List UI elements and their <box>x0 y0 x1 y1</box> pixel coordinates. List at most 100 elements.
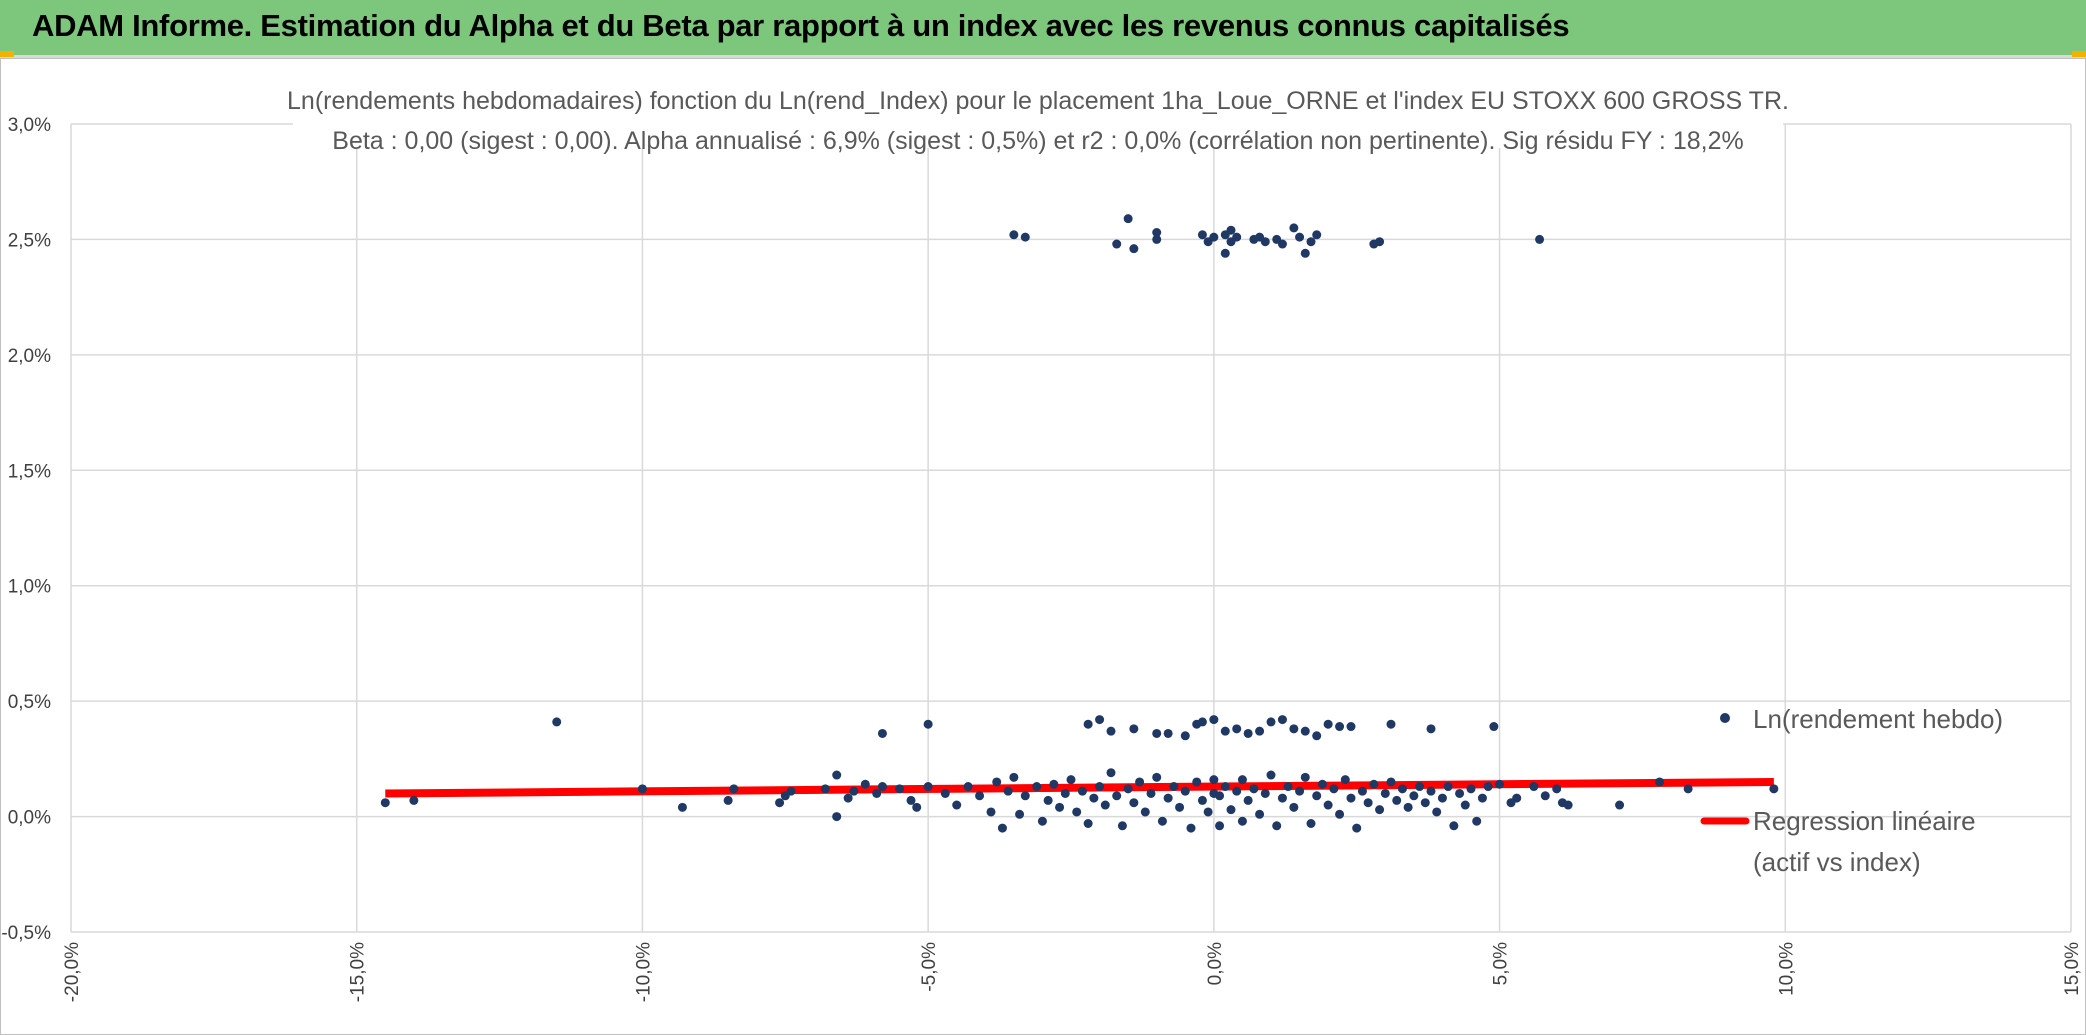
data-point <box>832 812 842 822</box>
data-point <box>1015 809 1025 819</box>
data-point <box>1266 770 1276 780</box>
data-point <box>1066 775 1076 785</box>
data-point <box>963 782 973 792</box>
data-point <box>1363 798 1373 808</box>
data-point <box>1232 724 1242 734</box>
scatter-points <box>380 214 1779 833</box>
data-point <box>895 784 905 794</box>
data-point <box>1123 214 1133 224</box>
data-point <box>1323 719 1333 729</box>
data-point <box>1300 248 1310 258</box>
data-point <box>1283 782 1293 792</box>
data-point <box>1232 232 1242 242</box>
data-point <box>1209 715 1219 725</box>
data-point <box>1277 239 1287 249</box>
y-tick-label: 1,5% <box>8 461 51 482</box>
chart-area: -0,5% 0,0% 0,5% 1,0% 1,5% 2,0% 2,5% 3,0% -20,0%… <box>0 58 2086 1035</box>
report-title: ADAM Informe. Estimation du Alpha et du … <box>32 8 1570 43</box>
data-point <box>1369 779 1379 789</box>
title-background <box>293 86 1783 148</box>
y-axis-ticks: -0,5% 0,0% 0,5% 1,0% 1,5% 2,0% 2,5% 3,0% <box>1 115 51 944</box>
data-point <box>1089 793 1099 803</box>
data-point <box>1432 807 1442 817</box>
data-point <box>1009 230 1019 240</box>
data-point <box>1375 237 1385 247</box>
data-point <box>1489 722 1499 732</box>
data-point <box>1169 782 1179 792</box>
data-point <box>1272 821 1282 831</box>
data-point <box>1220 782 1230 792</box>
data-point <box>1397 784 1407 794</box>
data-point <box>1260 237 1270 247</box>
data-point <box>1129 798 1139 808</box>
x-tick-label: 5,0% <box>1491 942 1512 985</box>
data-point <box>1420 798 1430 808</box>
data-point <box>1483 782 1493 792</box>
data-point <box>1386 719 1396 729</box>
data-point <box>1095 715 1105 725</box>
data-point <box>1460 800 1470 810</box>
data-point <box>986 807 996 817</box>
data-point <box>1375 805 1385 815</box>
data-point <box>1352 823 1362 833</box>
data-point <box>1472 816 1482 826</box>
data-point <box>723 795 733 805</box>
data-point <box>1380 788 1390 798</box>
data-point <box>1295 786 1305 796</box>
data-point <box>1769 784 1779 794</box>
legend-marker-scatter <box>1720 713 1730 723</box>
data-point <box>1129 244 1139 254</box>
data-point <box>1083 719 1093 729</box>
y-tick-label: 3,0% <box>8 115 51 136</box>
data-point <box>552 717 562 727</box>
data-point <box>877 728 887 738</box>
data-point <box>786 786 796 796</box>
data-point <box>952 800 962 810</box>
data-point <box>1512 793 1522 803</box>
data-point <box>1266 717 1276 727</box>
data-point <box>1312 791 1322 801</box>
data-point <box>975 791 985 801</box>
data-point <box>1237 775 1247 785</box>
data-point <box>1306 818 1316 828</box>
data-point <box>1335 722 1345 732</box>
data-point <box>1495 779 1505 789</box>
legend: Ln(rendement hebdo) Regression linéaire … <box>1700 704 2003 877</box>
data-point <box>849 786 859 796</box>
data-point <box>1112 239 1122 249</box>
data-point <box>820 784 830 794</box>
data-point <box>1037 816 1047 826</box>
data-point <box>1226 805 1236 815</box>
data-point <box>1300 726 1310 736</box>
data-point <box>877 782 887 792</box>
x-tick-label: 15,0% <box>2062 942 2083 996</box>
data-point <box>1409 791 1419 801</box>
data-point <box>1477 793 1487 803</box>
data-point <box>906 795 916 805</box>
scatter-chart: -0,5% 0,0% 0,5% 1,0% 1,5% 2,0% 2,5% 3,0% -20,0%… <box>1 86 2083 1002</box>
data-point <box>1192 777 1202 787</box>
data-point <box>1249 784 1259 794</box>
chart-subtitle: Beta : 0,00 (sigest : 0,00). Alpha annua… <box>332 127 1743 155</box>
data-point <box>409 795 419 805</box>
data-point <box>1289 724 1299 734</box>
data-point <box>1083 818 1093 828</box>
data-point <box>1232 786 1242 796</box>
data-point <box>1209 775 1219 785</box>
y-tick-label: 2,0% <box>8 346 51 367</box>
data-point <box>1106 768 1116 778</box>
data-point <box>1289 802 1299 812</box>
data-point <box>380 798 390 808</box>
data-point <box>1449 821 1459 831</box>
data-point <box>1117 821 1127 831</box>
data-point <box>912 802 922 812</box>
data-point <box>1260 788 1270 798</box>
data-point <box>1106 726 1116 736</box>
data-point <box>1277 715 1287 725</box>
y-tick-label: 0,0% <box>8 808 51 829</box>
data-point <box>1049 779 1059 789</box>
data-point <box>1020 232 1030 242</box>
data-point <box>1032 782 1042 792</box>
data-point <box>1197 795 1207 805</box>
data-point <box>1306 237 1316 247</box>
